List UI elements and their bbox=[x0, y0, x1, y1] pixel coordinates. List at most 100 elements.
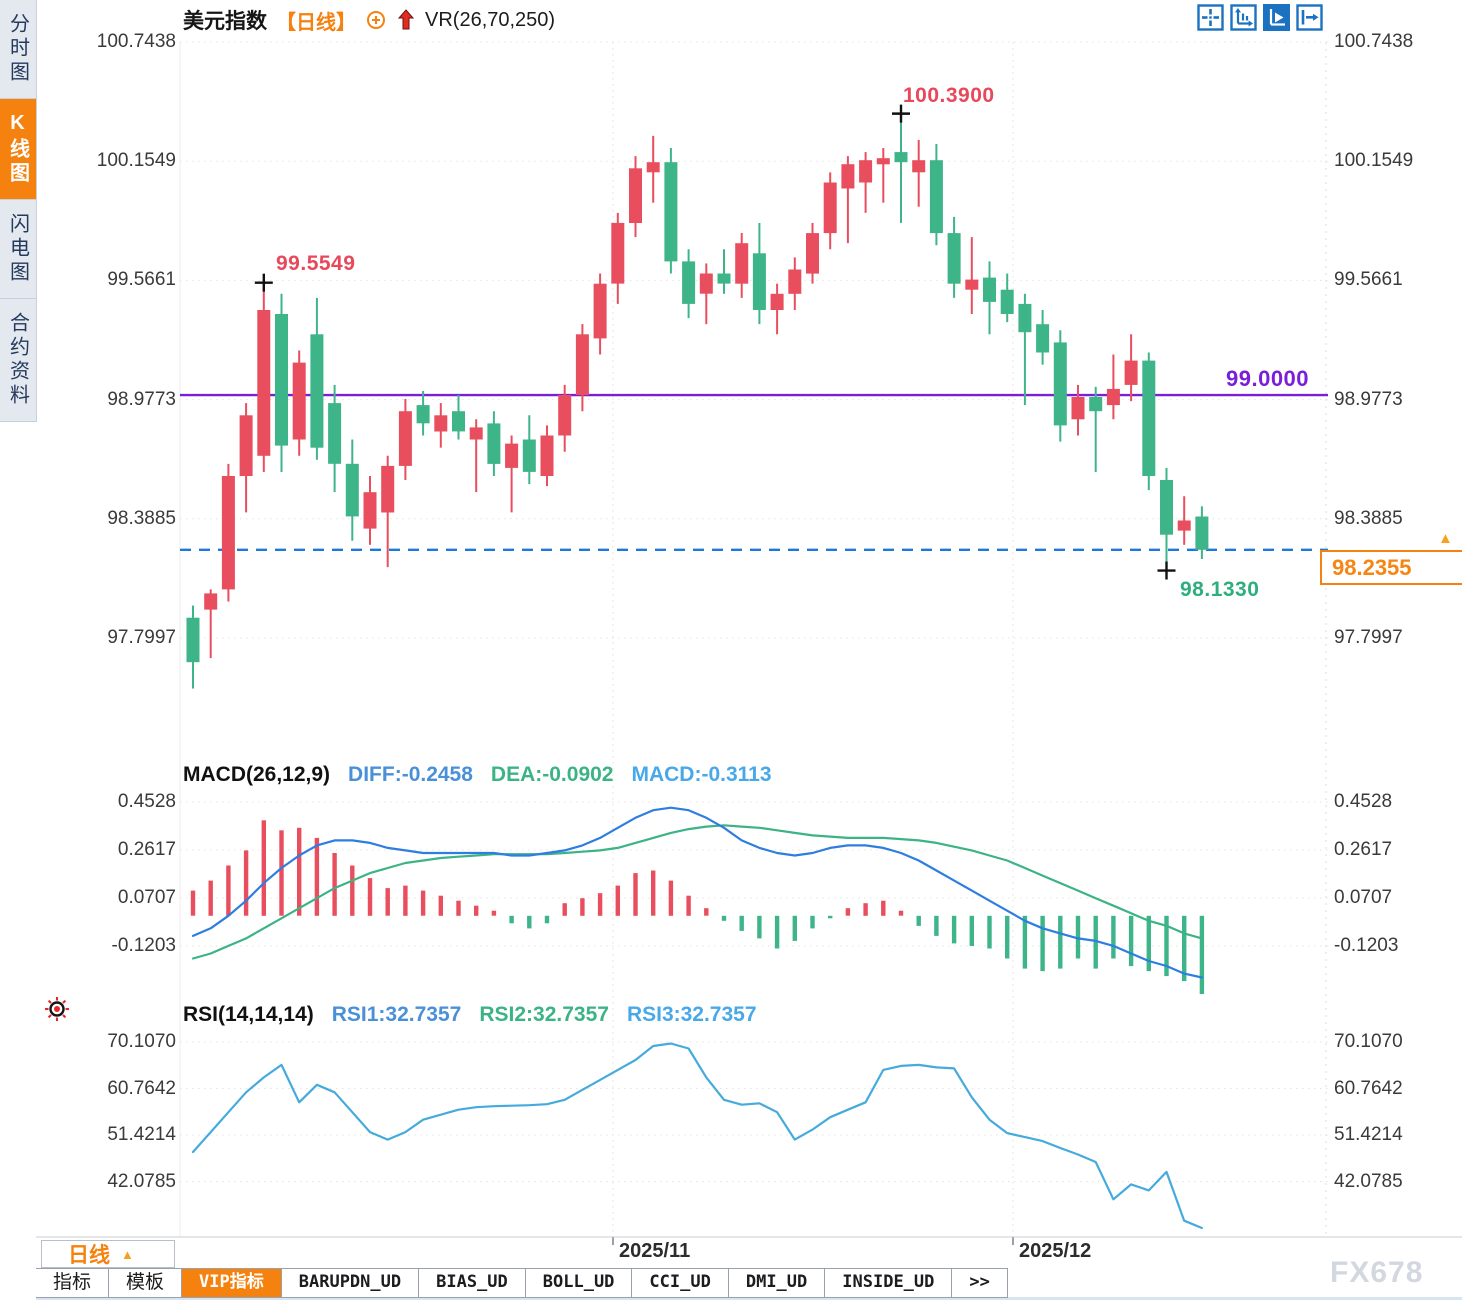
rsi2-value: RSI2:32.7357 bbox=[479, 1003, 609, 1026]
candle-body bbox=[788, 269, 802, 294]
candle-body bbox=[1195, 516, 1209, 550]
indicator-tab-BIAS_UD[interactable]: BIAS_UD bbox=[419, 1269, 526, 1297]
macd-histogram-bar bbox=[721, 915, 727, 921]
macd-histogram-bar bbox=[226, 865, 231, 916]
annotation-low: 98.1330 bbox=[1180, 578, 1260, 601]
price-axis-label-left: 100.1549 bbox=[96, 150, 176, 172]
macd-histogram-bar bbox=[403, 885, 408, 916]
rsi-line bbox=[191, 1042, 1204, 1230]
macd-histogram-bar bbox=[243, 850, 249, 916]
macd-axis-label-left: 0.0707 bbox=[117, 887, 176, 908]
candle-body bbox=[947, 233, 961, 284]
candle-body bbox=[363, 492, 377, 529]
candle-body bbox=[1018, 303, 1032, 333]
macd-histogram-bar bbox=[863, 903, 868, 916]
candle-body bbox=[1000, 289, 1014, 314]
rsi-axis-label-right: 51.4214 bbox=[1334, 1124, 1403, 1145]
candle-body bbox=[629, 168, 642, 223]
candle-body bbox=[1106, 388, 1120, 406]
candle-body bbox=[664, 162, 678, 262]
macd-histogram-bar bbox=[987, 915, 992, 949]
candle-body bbox=[469, 427, 483, 440]
candle-body bbox=[487, 423, 501, 464]
candle-body bbox=[912, 160, 926, 173]
macd-histogram-bar bbox=[969, 915, 974, 946]
indicator-tab-模板[interactable]: 模板 bbox=[109, 1269, 183, 1297]
candle-body bbox=[593, 283, 607, 339]
macd-histogram-bar bbox=[1040, 915, 1045, 972]
macd-histogram-bar bbox=[438, 895, 443, 916]
sidebar-tab-闪电图[interactable]: 闪电图 bbox=[0, 200, 36, 299]
macd-axis-label-right: 0.0707 bbox=[1334, 887, 1393, 908]
macd-histogram-bar bbox=[757, 915, 762, 939]
toolbar-axis-zoom-icon[interactable] bbox=[1230, 4, 1257, 36]
candle-body bbox=[292, 362, 306, 440]
toolbar-crosshair-icon[interactable] bbox=[1197, 4, 1224, 36]
macd-histogram-bar bbox=[1164, 915, 1169, 977]
macd-histogram-bar bbox=[208, 880, 213, 916]
price-axis-label-left: 97.7997 bbox=[107, 627, 176, 648]
macd-histogram-bar bbox=[828, 915, 833, 919]
macd-histogram-bar bbox=[898, 910, 904, 916]
candle-body bbox=[1177, 520, 1191, 531]
sun-alert-icon[interactable] bbox=[44, 996, 70, 1027]
macd-histogram-bar bbox=[279, 830, 284, 916]
candle-body bbox=[823, 182, 837, 234]
macd-histogram-bar bbox=[792, 915, 797, 941]
candle-body bbox=[1053, 342, 1067, 426]
macd-histogram-bar bbox=[633, 873, 638, 916]
rsi-label[interactable]: RSI(14,14,14) bbox=[183, 1003, 314, 1026]
candle-body bbox=[983, 277, 996, 302]
candle-body bbox=[965, 279, 979, 290]
sidebar: 分时图 K线图 闪电图 合约资料 bbox=[0, 0, 37, 422]
period-tag[interactable]: 【日线】 bbox=[276, 11, 356, 34]
rsi3-value: RSI3:32.7357 bbox=[626, 1003, 757, 1026]
vr-indicator-label[interactable]: VR(26,70,250) bbox=[425, 8, 556, 31]
rsi-axis-label-right: 70.1070 bbox=[1334, 1031, 1403, 1052]
indicator-tab-BOLL_UD[interactable]: BOLL_UD bbox=[526, 1269, 633, 1297]
indicator-tab-指标[interactable]: 指标 bbox=[36, 1269, 110, 1297]
sidebar-tab-合约资料[interactable]: 合约资料 bbox=[0, 299, 36, 422]
macd-histogram-bar bbox=[491, 910, 497, 916]
macd-histogram-bar bbox=[367, 878, 373, 916]
indicator-tab-VIP指标[interactable]: VIP指标 bbox=[182, 1269, 282, 1297]
period-dropdown-arrow-icon: ▲ bbox=[121, 1246, 134, 1262]
indicator-tab-BARUPDN_UD[interactable]: BARUPDN_UD bbox=[282, 1269, 420, 1297]
indicator-tab-INSIDE_UD[interactable]: INSIDE_UD bbox=[825, 1269, 953, 1297]
macd-label[interactable]: MACD(26,12,9) bbox=[183, 763, 331, 786]
candle-body bbox=[1124, 360, 1138, 385]
toolbar-axis-play-icon[interactable] bbox=[1263, 4, 1290, 36]
macd-dea-line bbox=[191, 824, 1204, 960]
macd-axis-label-right: -0.1203 bbox=[1334, 935, 1399, 956]
sidebar-tab-K线图[interactable]: K线图 bbox=[0, 99, 36, 200]
indicator-tab-CCI_UD[interactable]: CCI_UD bbox=[632, 1269, 729, 1297]
candle-body bbox=[239, 415, 253, 476]
add-indicator-icon[interactable] bbox=[365, 9, 387, 31]
indicator-tab->>[interactable]: >> bbox=[952, 1269, 1008, 1297]
macd-diff-value: DIFF:-0.2458 bbox=[348, 763, 473, 786]
rsi-axis-label-left: 42.0785 bbox=[107, 1170, 176, 1192]
horizontal-scrollbar[interactable] bbox=[36, 1297, 1462, 1300]
macd-histogram-bar bbox=[297, 827, 302, 916]
macd-axis-label-left: 0.4528 bbox=[117, 791, 176, 812]
price-axis-label-left: 100.7438 bbox=[96, 31, 176, 52]
macd-axis-label-left: 0.2617 bbox=[117, 839, 176, 860]
candle-body bbox=[575, 334, 589, 395]
candle-body bbox=[611, 222, 625, 284]
period-selector[interactable]: 日线 ▲ bbox=[41, 1240, 175, 1268]
sidebar-tab-分时图[interactable]: 分时图 bbox=[0, 0, 36, 99]
candle-body bbox=[1160, 480, 1173, 535]
period-selector-label: 日线 bbox=[68, 1244, 110, 1267]
macd-histogram-bar bbox=[420, 890, 426, 916]
candle-body bbox=[682, 261, 696, 304]
macd-histogram-bar bbox=[951, 915, 957, 944]
candle-body bbox=[752, 253, 766, 310]
macd-histogram-bar bbox=[739, 915, 744, 931]
macd-histogram-bar bbox=[261, 820, 266, 916]
rsi1-value: RSI1:32.7357 bbox=[331, 1003, 462, 1026]
candle-body bbox=[806, 233, 819, 274]
toolbar-pan-right-icon[interactable] bbox=[1296, 4, 1323, 36]
indicator-tab-DMI_UD[interactable]: DMI_UD bbox=[729, 1269, 826, 1297]
